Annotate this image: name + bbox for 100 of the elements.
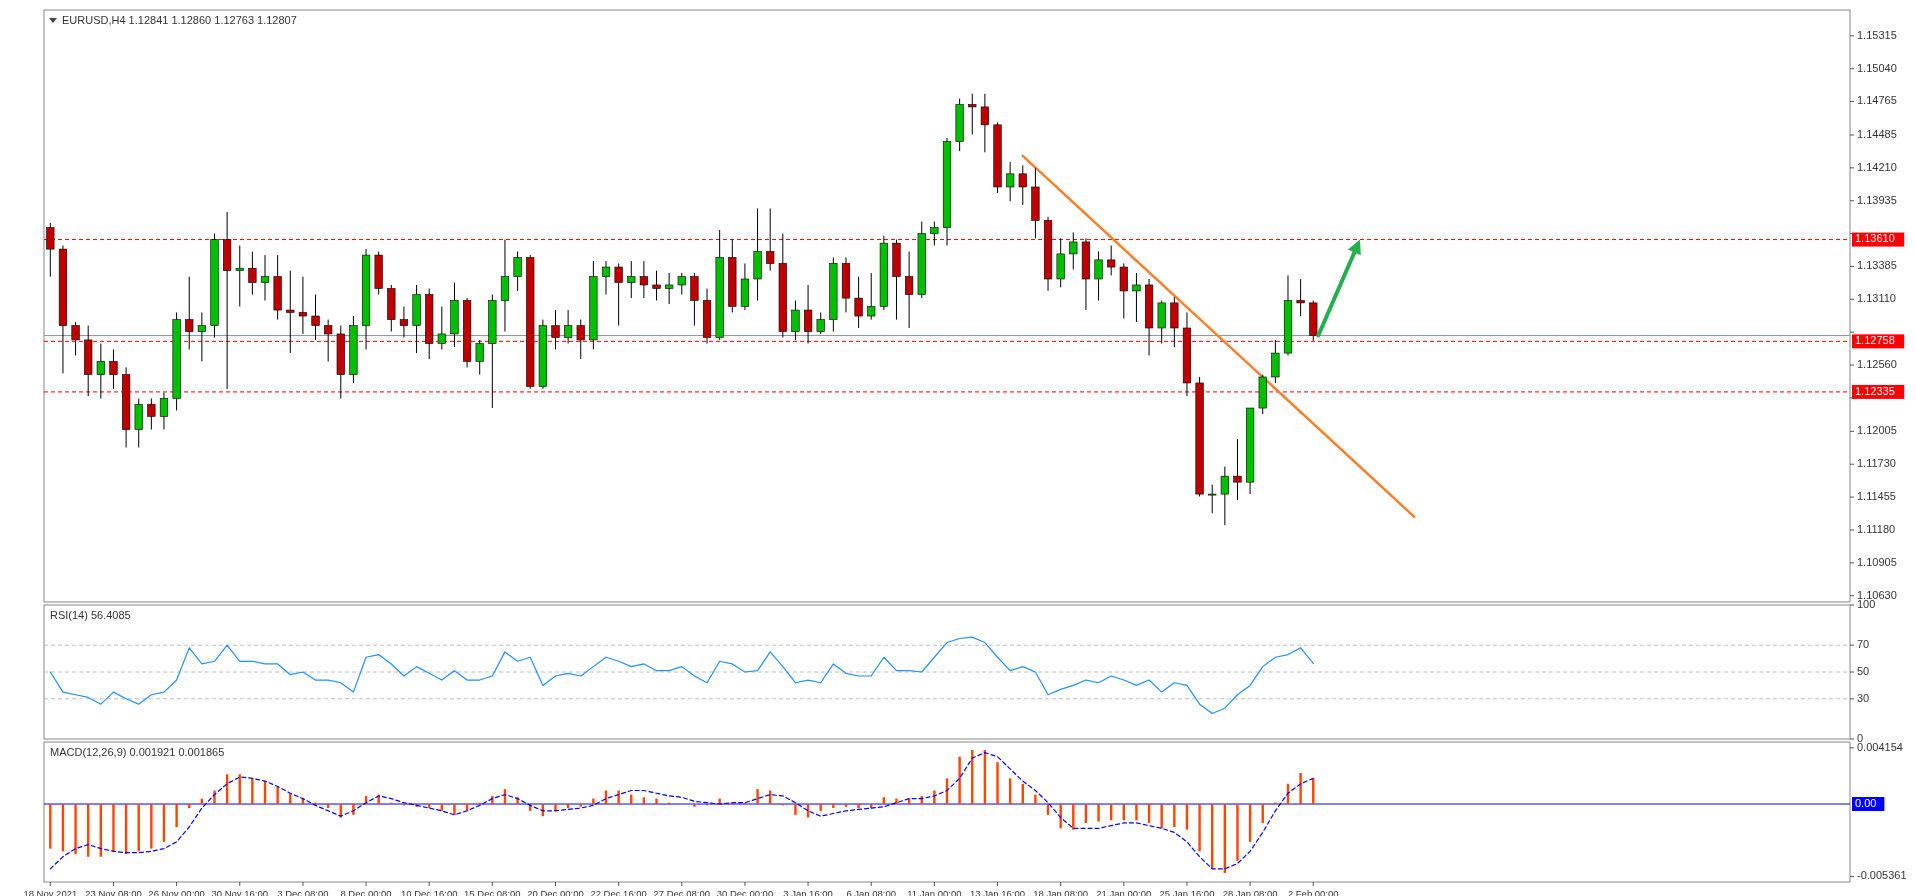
- candlestick: [235, 245, 244, 307]
- candlestick: [854, 276, 863, 329]
- candlestick: [1069, 231, 1078, 270]
- ref-line-label: 1.12758: [1855, 334, 1895, 347]
- candlestick: [248, 251, 257, 296]
- bar: [958, 756, 961, 805]
- candlestick: [1018, 164, 1027, 206]
- candlestick: [1119, 262, 1128, 319]
- candlestick: [513, 251, 522, 292]
- bar: [251, 778, 254, 805]
- candlestick: [665, 272, 674, 305]
- y-tick-label: 1.13110: [1857, 292, 1896, 305]
- candlestick: [46, 222, 55, 278]
- candlestick: [639, 260, 648, 299]
- candlestick: [677, 272, 686, 296]
- y-tick-label: 1.11180: [1857, 522, 1896, 535]
- y-tick-label: 30: [1857, 691, 1870, 704]
- candlestick: [147, 397, 156, 431]
- candlestick: [197, 311, 206, 362]
- y-tick-label: 1.13935: [1857, 193, 1897, 206]
- line-series: [49, 636, 1314, 715]
- bar: [1299, 772, 1302, 805]
- bar: [175, 804, 178, 827]
- bar: [693, 804, 696, 807]
- candlestick: [260, 254, 270, 301]
- bar: [832, 804, 835, 809]
- candlestick: [1271, 339, 1280, 384]
- bar: [1097, 804, 1100, 822]
- candlestick: [601, 260, 611, 296]
- ref-line-label: 1.13610: [1855, 232, 1895, 245]
- candlestick: [905, 251, 914, 329]
- candlestick: [298, 276, 307, 335]
- candlestick: [1208, 484, 1217, 514]
- candlestick: [1233, 438, 1242, 501]
- candlestick: [627, 260, 636, 299]
- bar: [1034, 794, 1037, 805]
- candlestick: [867, 272, 876, 321]
- bar: [276, 786, 279, 805]
- bar: [1059, 804, 1062, 829]
- bar: [49, 804, 52, 849]
- candlestick: [930, 221, 939, 247]
- candlestick: [690, 272, 699, 327]
- bar: [112, 804, 115, 852]
- bar: [857, 804, 860, 809]
- chart-title: RSI(14) 56.4085: [50, 609, 131, 621]
- candlestick: [652, 270, 661, 301]
- bar: [150, 804, 153, 849]
- y-tick-label: 1.11730: [1857, 457, 1896, 470]
- candlestick: [1220, 466, 1229, 526]
- candlestick: [614, 262, 623, 327]
- candlestick: [185, 276, 194, 350]
- candlestick: [576, 319, 585, 360]
- bar: [74, 804, 77, 855]
- bar: [655, 798, 658, 805]
- candlestick: [500, 239, 510, 333]
- candlestick: [159, 392, 169, 431]
- bar: [996, 762, 999, 805]
- chart-title: EURUSD,H4 1.12841 1.12860 1.12763 1.12807: [62, 14, 297, 26]
- bar: [756, 789, 759, 805]
- y-tick-label: 50: [1857, 664, 1870, 677]
- candlestick: [766, 207, 775, 272]
- y-tick-label: 1.13385: [1857, 259, 1897, 272]
- y-tick-label: 1.14485: [1857, 127, 1897, 140]
- y-tick-label: 1.12560: [1857, 357, 1897, 370]
- candlestick: [1094, 251, 1103, 301]
- candlestick: [437, 305, 446, 350]
- ref-line-label: 0.00: [1855, 796, 1877, 809]
- candlestick: [399, 305, 409, 339]
- bar: [1236, 804, 1239, 861]
- candlestick: [551, 309, 560, 350]
- candlestick: [968, 93, 977, 135]
- y-tick-label: 1.14210: [1857, 160, 1897, 173]
- candlestick: [311, 294, 320, 341]
- bar: [1135, 804, 1138, 821]
- candlestick: [96, 343, 105, 399]
- bar: [617, 790, 620, 805]
- y-tick-label: 0: [1857, 731, 1864, 744]
- y-tick-label: -0.005361: [1857, 869, 1907, 882]
- bar: [1173, 804, 1176, 827]
- y-tick-label: 1.10630: [1857, 588, 1897, 601]
- y-tick-label: 1.10905: [1857, 555, 1897, 568]
- bar: [592, 798, 595, 805]
- y-tick-label: 1.14765: [1857, 94, 1897, 107]
- bar: [579, 804, 582, 807]
- candlestick: [1296, 278, 1305, 317]
- bar: [453, 804, 456, 815]
- y-tick-label: 70: [1857, 638, 1870, 651]
- bar: [1160, 804, 1163, 829]
- candlestick: [803, 284, 813, 345]
- candlestick: [564, 309, 573, 345]
- y-tick-label: 1.12005: [1857, 424, 1897, 437]
- bar: [844, 804, 848, 807]
- candlestick: [1006, 161, 1015, 202]
- bar: [794, 804, 797, 815]
- candlestick: [109, 349, 118, 390]
- y-tick-label: 1.11455: [1857, 489, 1896, 502]
- candlestick: [980, 93, 989, 153]
- candlestick: [286, 270, 295, 354]
- bar: [1198, 804, 1201, 852]
- y-tick-label: 1.15040: [1857, 61, 1897, 74]
